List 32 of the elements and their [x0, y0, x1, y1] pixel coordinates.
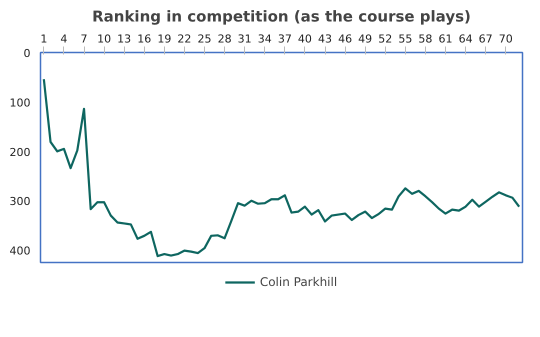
x-tick-label: 70: [498, 32, 513, 46]
x-tick-label: 7: [80, 32, 88, 46]
y-tick-label: 0: [24, 47, 30, 60]
y-tick-label: 300: [10, 195, 31, 208]
x-tick-label: 52: [378, 32, 392, 46]
x-tick-label: 16: [137, 32, 152, 46]
line-series: [42, 78, 520, 258]
x-tick-label: 55: [398, 32, 412, 46]
y-tick-label: 100: [10, 96, 31, 110]
x-tick-label: 10: [97, 32, 112, 46]
x-tick-label: 64: [458, 32, 473, 46]
x-tick-label: 19: [157, 32, 172, 46]
legend-label: Colin Parkhill: [260, 275, 338, 289]
x-tick-label: 61: [438, 32, 453, 46]
x-tick-label: 4: [60, 32, 68, 46]
x-tick-label: 67: [478, 32, 493, 46]
x-tick-label: 28: [218, 32, 232, 46]
x-tick-label: 1: [40, 32, 48, 46]
x-tick-label: 43: [318, 32, 332, 46]
x-tick-label: 31: [238, 32, 252, 46]
chart-title: Ranking in competition (as the course plays): [92, 8, 471, 26]
x-tick-label: 13: [117, 32, 132, 46]
y-tick-label: 400: [10, 244, 31, 258]
x-tick-label: 34: [258, 32, 272, 46]
x-tick-label: 25: [198, 32, 212, 46]
x-tick-label: 22: [177, 32, 192, 46]
x-tick-label: 40: [298, 32, 312, 46]
y-tick-label: 200: [10, 146, 31, 159]
x-tick-label: 58: [418, 32, 432, 46]
x-tick-label: 37: [278, 32, 292, 46]
x-tick-label: 46: [338, 32, 352, 46]
x-tick-label: 49: [358, 32, 372, 46]
